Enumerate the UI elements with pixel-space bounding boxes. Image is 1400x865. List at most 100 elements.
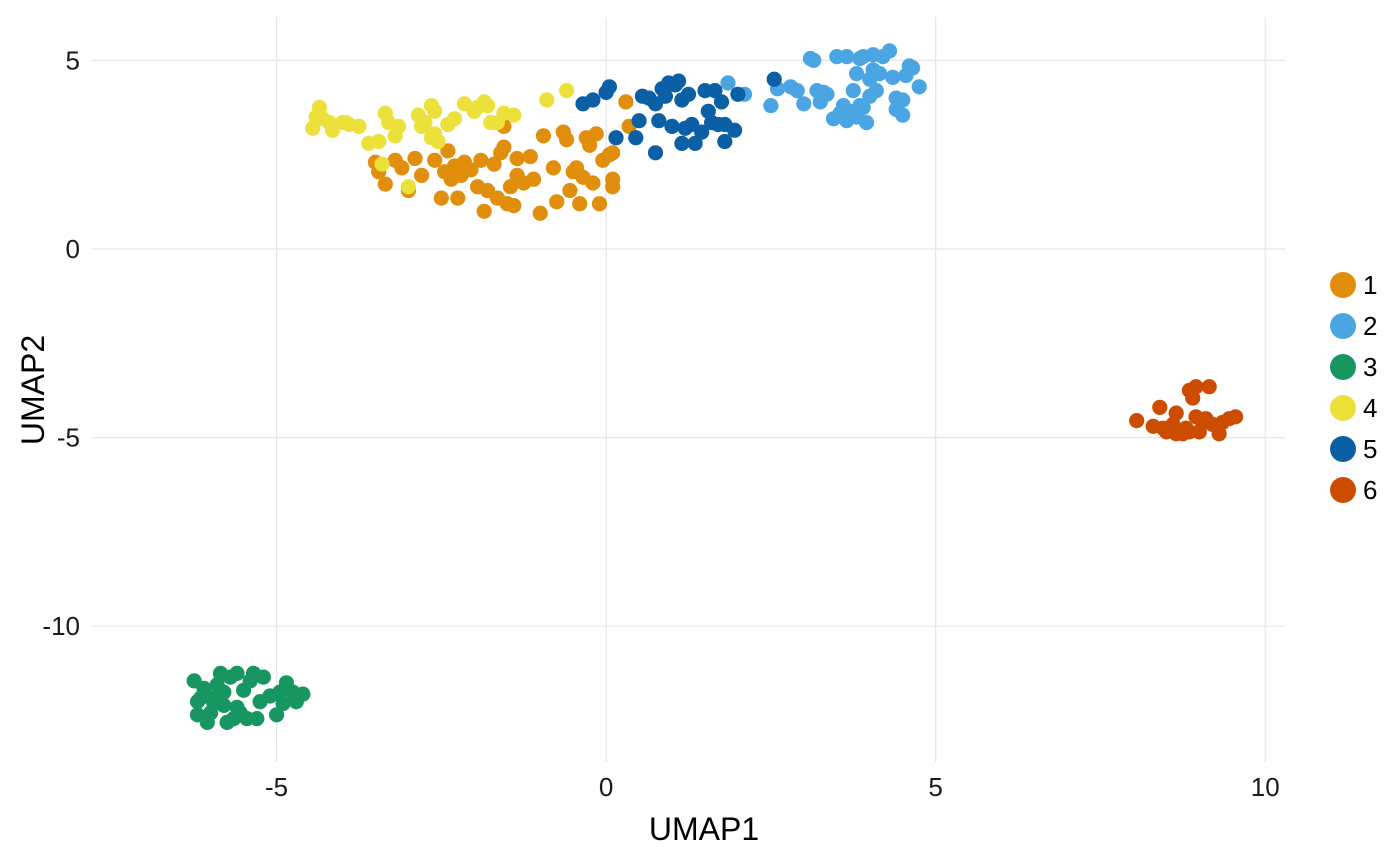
data-point — [196, 680, 212, 697]
data-point — [628, 130, 644, 146]
data-point — [845, 83, 861, 99]
legend-label: 1 — [1363, 270, 1377, 300]
data-point — [766, 71, 782, 87]
data-point — [463, 162, 479, 178]
legend: 1 2 3 4 5 6 — [1330, 270, 1377, 505]
legend-swatch — [1330, 436, 1356, 462]
grid-lines — [92, 17, 1285, 762]
x-axis-ticks: -5 0 5 10 — [265, 772, 1280, 802]
data-point — [417, 115, 433, 131]
legend-item-1: 1 — [1330, 270, 1377, 300]
data-point — [717, 133, 733, 150]
data-point — [585, 92, 601, 108]
data-point — [796, 96, 812, 112]
legend-swatch — [1330, 313, 1356, 339]
series-3 — [186, 665, 311, 731]
data-point — [394, 160, 410, 176]
legend-swatch — [1330, 395, 1356, 421]
data-point — [229, 699, 245, 715]
data-point — [414, 167, 430, 183]
data-point — [559, 132, 575, 148]
legend-item-3: 3 — [1330, 352, 1377, 382]
x-tick-label: 10 — [1251, 772, 1280, 802]
x-axis-title: UMAP1 — [649, 811, 759, 847]
data-point — [647, 145, 664, 161]
data-point — [713, 94, 730, 110]
data-point — [486, 156, 502, 172]
legend-item-6: 6 — [1330, 475, 1377, 505]
y-tick-label: -5 — [57, 423, 80, 453]
data-point — [1188, 379, 1204, 395]
data-point — [855, 99, 871, 116]
data-point — [680, 86, 697, 102]
legend-swatch — [1330, 477, 1356, 503]
data-point — [858, 115, 875, 131]
y-tick-label: -10 — [42, 611, 80, 641]
data-point — [895, 107, 911, 123]
data-point — [849, 66, 865, 82]
data-point — [559, 83, 575, 99]
series-4 — [305, 83, 575, 195]
data-point — [868, 83, 884, 99]
data-point — [255, 669, 271, 685]
data-point — [885, 69, 901, 85]
data-point — [427, 152, 443, 168]
data-point — [532, 205, 548, 221]
data-point — [473, 152, 489, 168]
data-point — [506, 107, 522, 123]
data-point — [269, 707, 285, 723]
legend-item-5: 5 — [1330, 434, 1377, 464]
data-point — [895, 92, 911, 108]
data-point — [374, 156, 390, 172]
data-point — [591, 196, 608, 212]
legend-item-2: 2 — [1330, 311, 1377, 341]
data-point — [707, 83, 723, 99]
data-point — [601, 79, 618, 95]
data-point — [446, 111, 463, 127]
data-point — [433, 190, 449, 206]
y-tick-label: 0 — [66, 234, 80, 264]
data-point — [400, 179, 416, 195]
legend-label: 3 — [1363, 352, 1377, 382]
data-point — [229, 665, 245, 682]
data-point — [674, 135, 690, 151]
data-point — [605, 145, 621, 161]
data-point — [1129, 413, 1145, 429]
series-1 — [367, 94, 637, 221]
data-point — [727, 122, 743, 138]
data-point — [1168, 405, 1184, 421]
x-tick-label: 5 — [928, 772, 942, 802]
data-point — [605, 171, 621, 187]
data-point — [872, 66, 888, 82]
legend-swatch — [1330, 272, 1356, 298]
data-point — [582, 137, 598, 153]
data-point — [351, 118, 367, 134]
y-axis-ticks: 5 0 -5 -10 — [42, 45, 80, 641]
series-6 — [1129, 379, 1244, 442]
data-point — [664, 118, 680, 134]
data-point — [588, 126, 604, 142]
series-5 — [575, 71, 782, 161]
data-point — [377, 176, 393, 192]
data-point — [789, 83, 805, 99]
data-point — [549, 194, 565, 210]
data-point — [526, 171, 542, 187]
data-point — [440, 143, 456, 159]
data-point — [249, 711, 265, 727]
data-point — [585, 175, 601, 191]
data-point — [506, 198, 522, 214]
data-point — [608, 130, 624, 146]
data-point — [496, 139, 512, 155]
legend-label: 5 — [1363, 434, 1377, 464]
data-point — [905, 60, 921, 76]
y-axis-title: UMAP2 — [15, 335, 51, 445]
data-point — [390, 118, 407, 134]
data-point — [618, 94, 634, 110]
data-point — [450, 190, 466, 206]
data-point — [562, 182, 578, 199]
data-point — [476, 203, 492, 219]
data-point — [911, 79, 927, 95]
data-point — [275, 695, 291, 712]
data-point — [839, 49, 855, 65]
